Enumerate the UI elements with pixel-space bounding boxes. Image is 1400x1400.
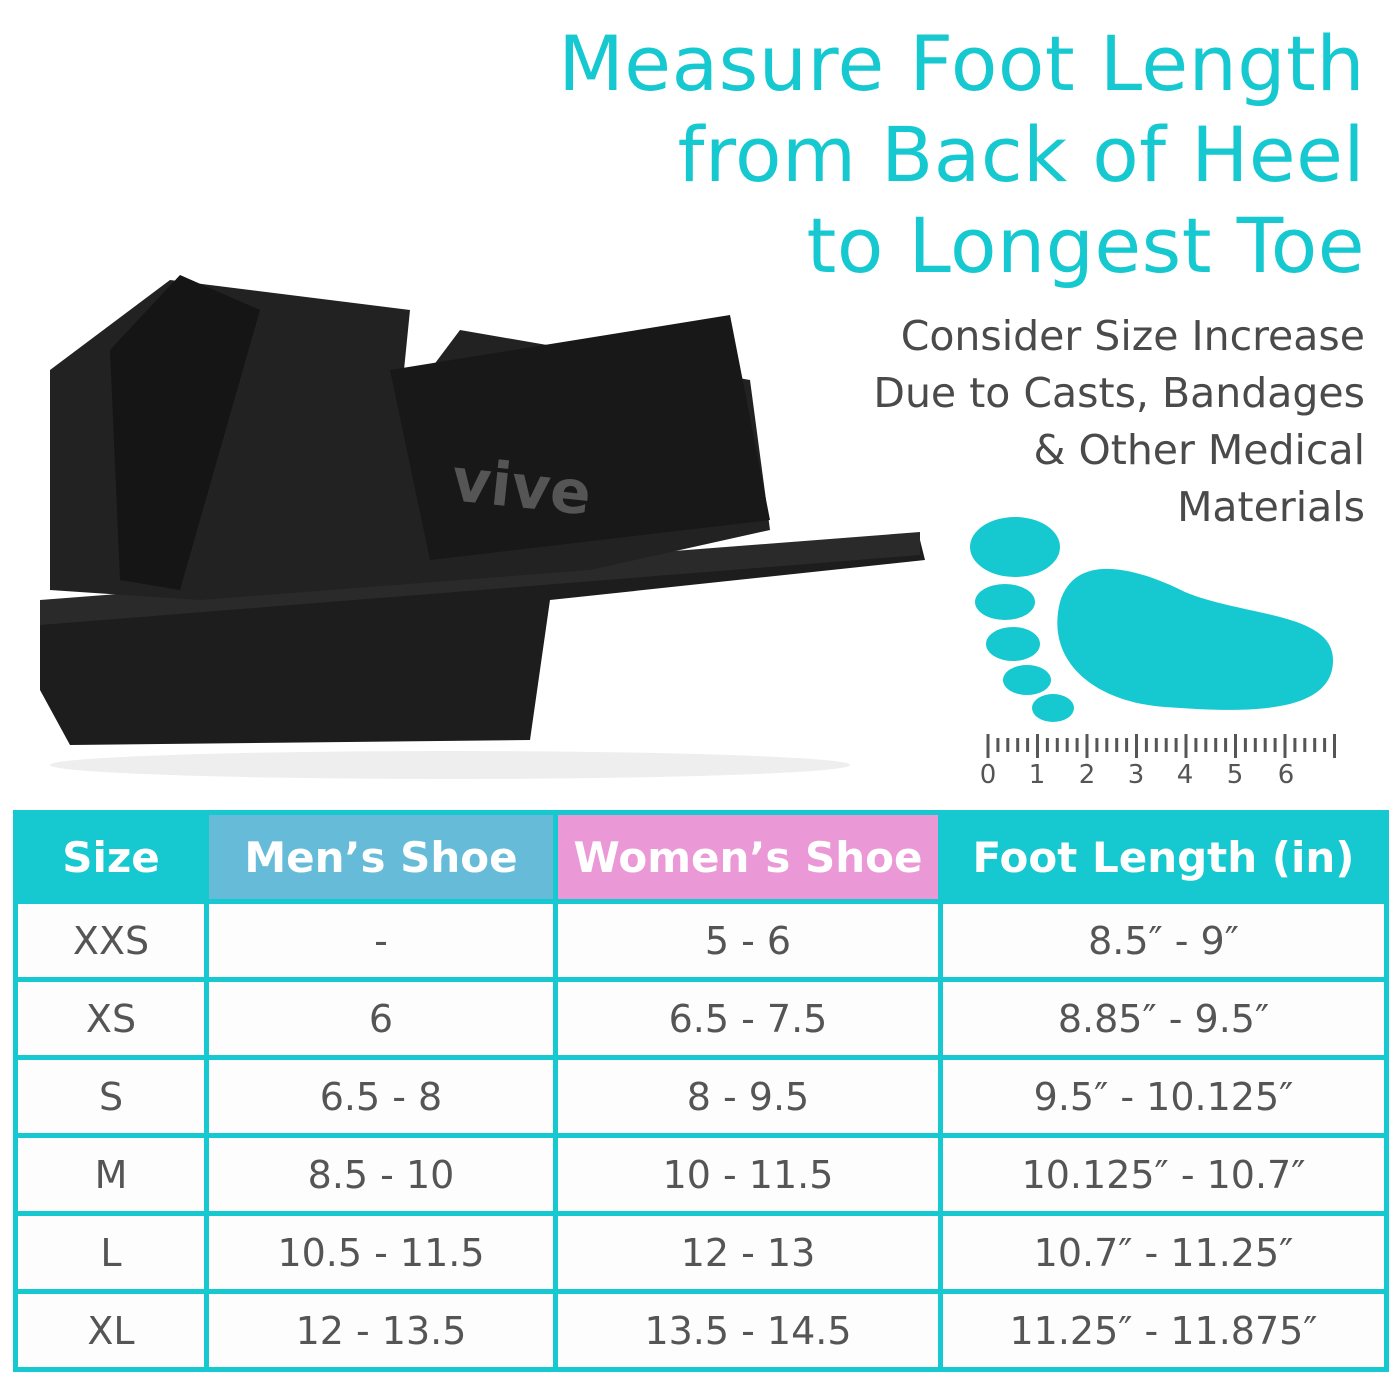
- ruler-minor-tick: [1313, 738, 1317, 752]
- cell-womens-shoe: 6.5 - 7.5: [553, 977, 943, 1060]
- cell-mens-shoe: 10.5 - 11.5: [204, 1211, 558, 1294]
- ruler-label: 0: [979, 760, 997, 790]
- cell-foot-length: 8.85″ - 9.5″: [938, 977, 1389, 1060]
- cell-foot-length: 10.7″ - 11.25″: [938, 1211, 1389, 1294]
- ruler-minor-tick: [1204, 738, 1208, 752]
- ruler-minor-tick: [1144, 738, 1148, 752]
- cell-womens-shoe: 5 - 6: [553, 899, 943, 982]
- ruler-minor-tick: [996, 738, 1000, 752]
- ruler-major-tick: [1333, 734, 1336, 758]
- ruler-minor-tick: [1253, 738, 1257, 752]
- ruler-ticks: [986, 734, 1336, 758]
- ruler-minor-tick: [1045, 738, 1049, 752]
- ruler-major-tick: [1036, 734, 1039, 758]
- cell-mens-shoe: 6: [204, 977, 558, 1060]
- ruler-minor-tick: [1095, 738, 1099, 752]
- header-foot-length: Foot Length (in): [938, 810, 1389, 904]
- ruler-major-tick: [1234, 734, 1237, 758]
- cell-size: XS: [13, 977, 209, 1060]
- ruler-minor-tick: [1115, 738, 1119, 752]
- cell-mens-shoe: 12 - 13.5: [204, 1289, 558, 1372]
- ruler-major-tick: [1283, 734, 1287, 758]
- ruler-minor-tick: [1194, 738, 1198, 752]
- table-header-row: Size Men’s Shoe Women’s Shoe Foot Length…: [13, 810, 1389, 904]
- brand-logo: vive: [448, 445, 594, 529]
- ruler-minor-tick: [1303, 738, 1307, 752]
- ruler-label: 2: [1078, 760, 1096, 790]
- ruler-major-tick: [1184, 734, 1188, 758]
- table-row: XXS -5 - 6 8.5″ - 9″: [13, 899, 1389, 982]
- cell-size: L: [13, 1211, 209, 1294]
- ruler-major-tick: [1135, 734, 1138, 758]
- cell-mens-shoe: 8.5 - 10: [204, 1133, 558, 1216]
- ruler-minor-tick: [1293, 738, 1297, 752]
- ruler-minor-tick: [1055, 738, 1059, 752]
- table-row: L 10.5 - 11.5 12 - 13 10.7″ - 11.25″: [13, 1211, 1389, 1294]
- ruler-minor-tick: [1075, 738, 1079, 752]
- size-chart-table: Size Men’s Shoe Women’s Shoe Foot Length…: [13, 810, 1389, 1372]
- ruler-label: 4: [1176, 760, 1194, 790]
- ruler-minor-tick: [1224, 738, 1228, 752]
- header-womens-shoe: Women’s Shoe: [553, 810, 943, 904]
- ruler-label: 5: [1226, 760, 1244, 790]
- subheadline-line: Consider Size Increase: [900, 312, 1365, 360]
- ruler-minor-tick: [1105, 738, 1109, 752]
- ruler: 0 1 2 3 4 5 6: [975, 730, 1345, 790]
- headline-line: Measure Foot Length: [558, 19, 1365, 108]
- ruler-label: 1: [1028, 760, 1046, 790]
- ruler-major-tick: [1085, 734, 1089, 758]
- cell-mens-shoe: 6.5 - 8: [204, 1055, 558, 1138]
- ruler-minor-tick: [1214, 738, 1218, 752]
- ruler-major-tick: [986, 734, 990, 758]
- ruler-label: 6: [1277, 760, 1295, 790]
- subheadline: Consider Size Increase Due to Casts, Ban…: [873, 308, 1365, 536]
- cell-womens-shoe: 10 - 11.5: [553, 1133, 943, 1216]
- cell-foot-length: 9.5″ - 10.125″: [938, 1055, 1389, 1138]
- table-row: XL 12 - 13.5 13.5 - 14.5 11.25″ - 11.875″: [13, 1289, 1389, 1372]
- ruler-minor-tick: [1323, 738, 1327, 752]
- product-shoe-image: vive: [40, 275, 925, 779]
- subheadline-line: Materials: [1177, 483, 1365, 531]
- ruler-minor-tick: [1154, 738, 1158, 752]
- foot-icon: [970, 517, 1334, 722]
- ruler-minor-tick: [1065, 738, 1069, 752]
- ruler-minor-tick: [1273, 738, 1277, 752]
- ruler-minor-tick: [1263, 738, 1267, 752]
- ruler-minor-tick: [1026, 738, 1030, 752]
- cell-foot-length: 10.125″ - 10.7″: [938, 1133, 1389, 1216]
- ruler-minor-tick: [1016, 738, 1020, 752]
- ruler-minor-tick: [1006, 738, 1010, 752]
- table-row: XS 6 6.5 - 7.5 8.85″ - 9.5″: [13, 977, 1389, 1060]
- ruler-minor-tick: [1174, 738, 1178, 752]
- subheadline-line: & Other Medical: [1033, 426, 1365, 474]
- subheadline-line: Due to Casts, Bandages: [873, 369, 1365, 417]
- cell-size: M: [13, 1133, 209, 1216]
- cell-womens-shoe: 8 - 9.5: [553, 1055, 943, 1138]
- header-mens-shoe: Men’s Shoe: [204, 810, 558, 904]
- headline-line: from Back of Heel: [677, 110, 1365, 199]
- table-row: M 8.5 - 10 10 - 11.5 10.125″ - 10.7″: [13, 1133, 1389, 1216]
- cell-size: S: [13, 1055, 209, 1138]
- ruler-minor-tick: [1125, 738, 1129, 752]
- cell-womens-shoe: 13.5 - 14.5: [553, 1289, 943, 1372]
- ruler-label: 3: [1127, 760, 1145, 790]
- cell-size: XL: [13, 1289, 209, 1372]
- cell-mens-shoe: -: [204, 899, 558, 982]
- header-size: Size: [13, 810, 209, 904]
- headline-line: to Longest Toe: [806, 201, 1365, 290]
- ruler-minor-tick: [1164, 738, 1168, 752]
- ruler-minor-tick: [1243, 738, 1247, 752]
- headline: Measure Foot Length from Back of Heel to…: [558, 18, 1365, 291]
- cell-size: XXS: [13, 899, 209, 982]
- cell-foot-length: 11.25″ - 11.875″: [938, 1289, 1389, 1372]
- cell-womens-shoe: 12 - 13: [553, 1211, 943, 1294]
- cell-foot-length: 8.5″ - 9″: [938, 899, 1389, 982]
